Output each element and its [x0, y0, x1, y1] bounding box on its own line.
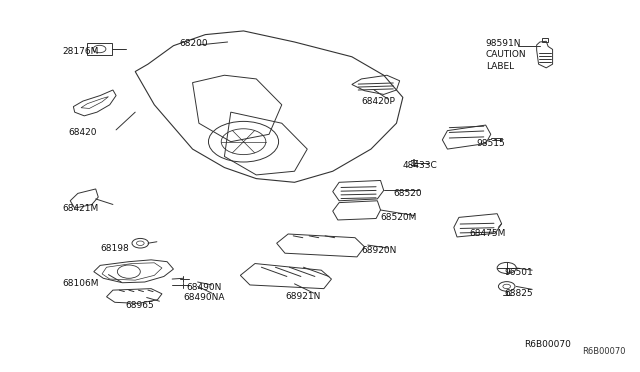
Text: 68106M: 68106M — [62, 279, 99, 288]
Text: 68200: 68200 — [180, 39, 209, 48]
Text: LABEL: LABEL — [486, 61, 514, 71]
Text: 68490NA: 68490NA — [183, 293, 225, 302]
Text: 98515: 98515 — [476, 139, 505, 148]
Text: 28176M: 28176M — [62, 47, 99, 56]
Bar — [88, 43, 111, 55]
Text: 68520: 68520 — [394, 189, 422, 198]
Text: 68825: 68825 — [505, 289, 533, 298]
Text: 98591N: 98591N — [486, 39, 521, 48]
Bar — [541, 38, 548, 42]
Text: 68965: 68965 — [125, 301, 154, 311]
Text: 68520M: 68520M — [381, 213, 417, 222]
Text: CAUTION: CAUTION — [486, 51, 526, 60]
Text: 68420P: 68420P — [362, 97, 396, 106]
Text: R6B00070: R6B00070 — [524, 340, 571, 349]
Text: 96501: 96501 — [505, 268, 534, 277]
Text: 68490N: 68490N — [186, 283, 221, 292]
Text: R6B00070: R6B00070 — [582, 347, 626, 356]
Text: 68920N: 68920N — [362, 246, 397, 255]
Text: 68475M: 68475M — [470, 230, 506, 238]
Text: 48433C: 48433C — [403, 161, 438, 170]
Text: 68421M: 68421M — [62, 203, 98, 213]
Text: 68921N: 68921N — [285, 292, 321, 301]
Text: 68198: 68198 — [100, 244, 129, 253]
Text: 68420: 68420 — [68, 128, 97, 137]
